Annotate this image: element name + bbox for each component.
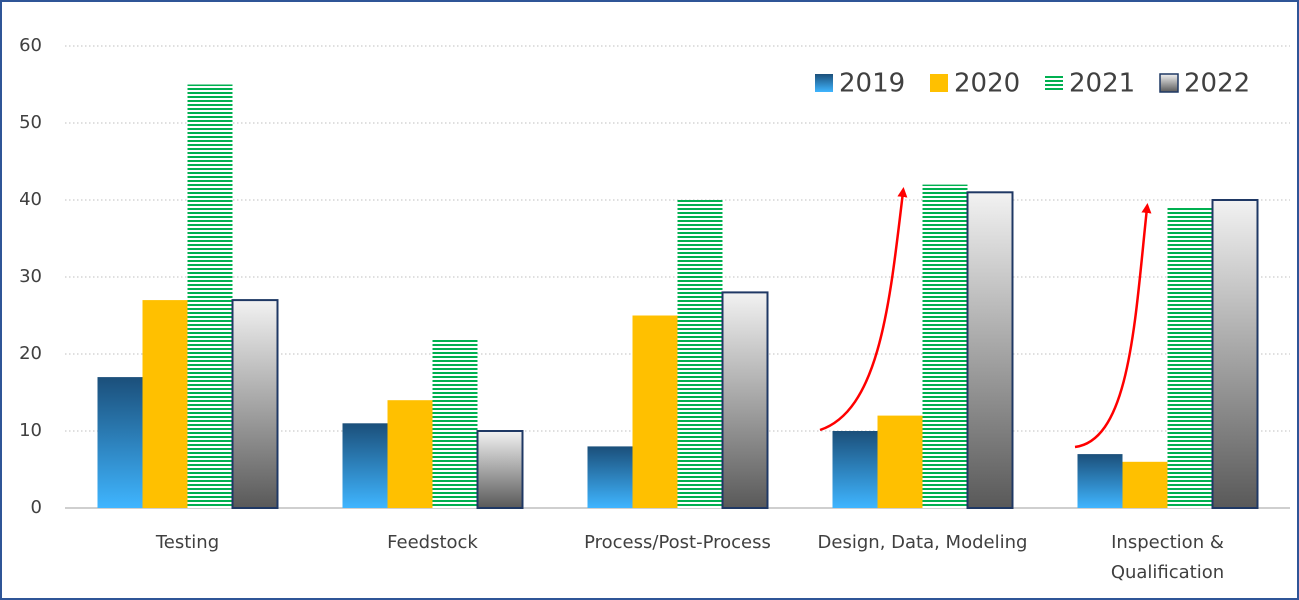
legend-marker: [1045, 74, 1063, 92]
x-tick-label: Inspection & Qualification: [1111, 532, 1224, 583]
bar: [387, 400, 433, 508]
y-tick-label: 30: [19, 266, 42, 287]
x-tick-label: Testing: [155, 532, 219, 553]
bar: [231, 299, 279, 509]
bar: [966, 191, 1014, 510]
bar: [632, 315, 678, 508]
bar: [342, 423, 388, 508]
bar: [677, 200, 723, 508]
bar: [587, 446, 633, 508]
annotation-arrow: [1074, 203, 1152, 449]
x-tick-label: Feedstock: [387, 532, 478, 553]
legend-marker: [815, 74, 833, 92]
bar: [832, 431, 878, 508]
y-tick-label: 20: [19, 343, 42, 364]
legend-marker: [930, 74, 948, 92]
bar: [721, 291, 769, 509]
bar: [476, 430, 524, 509]
bar: [922, 184, 968, 508]
bar: [142, 300, 188, 508]
y-tick-label: 60: [19, 35, 42, 56]
bar: [1167, 207, 1213, 508]
bar: [877, 415, 923, 508]
annotation-arrow: [819, 187, 908, 432]
bar: [432, 338, 478, 508]
y-tick-label: 40: [19, 189, 42, 210]
legend-label: 2019: [839, 69, 905, 99]
bar: [1122, 461, 1168, 508]
bar: [187, 84, 233, 508]
bar: [97, 377, 143, 508]
legend-label: 2020: [954, 69, 1020, 99]
y-tick-label: 0: [31, 497, 42, 518]
x-tick-label: Design, Data, Modeling: [818, 532, 1028, 553]
bar: [1077, 454, 1123, 508]
y-tick-label: 50: [19, 112, 42, 133]
legend-label: 2021: [1069, 69, 1135, 99]
legend-marker: [1159, 73, 1179, 93]
y-tick-label: 10: [19, 420, 42, 441]
bar: [1211, 199, 1259, 509]
legend-label: 2022: [1184, 69, 1250, 99]
x-tick-label: Process/Post-Process: [584, 532, 771, 553]
